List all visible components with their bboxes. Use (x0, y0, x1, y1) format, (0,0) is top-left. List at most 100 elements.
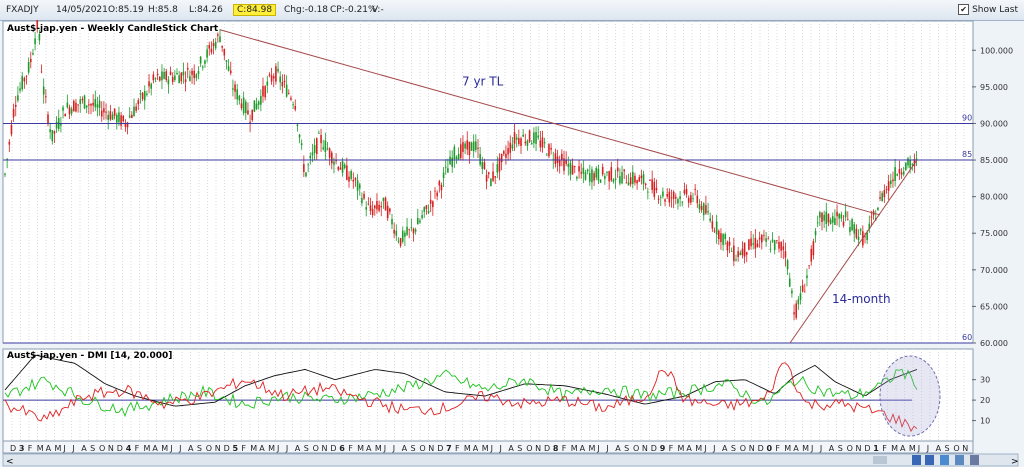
candle-body (470, 142, 473, 151)
candle-body (184, 79, 187, 82)
candle-body (348, 176, 350, 182)
candle-body (352, 179, 355, 182)
candle-body (197, 71, 200, 75)
candle-body (322, 147, 324, 150)
candle-body (14, 104, 17, 107)
scroll-right-icon[interactable]: > (1011, 457, 1019, 467)
candle-body (541, 137, 544, 148)
settings-icon[interactable] (970, 455, 979, 465)
x-tick-label: J (499, 444, 502, 453)
candle-body (107, 114, 109, 121)
x-tick-label: J (712, 444, 715, 453)
candle-body (96, 104, 99, 108)
zoom-out-icon[interactable] (912, 455, 921, 465)
candle-body (339, 167, 342, 170)
candle-body (915, 158, 918, 160)
candle-body (507, 148, 509, 155)
candle-body (831, 216, 834, 223)
x-tick-label: J (810, 444, 813, 453)
candle-body (771, 239, 774, 242)
candle-body (156, 73, 159, 76)
candle-body (593, 173, 595, 181)
candle-body (733, 245, 735, 262)
candle-body (68, 107, 71, 115)
horizontal-line-label: 85 (962, 150, 972, 159)
candle-body (152, 74, 155, 81)
candle-body (361, 197, 363, 204)
candle-body (462, 142, 464, 152)
candle-body (735, 259, 737, 261)
x-tick-label: F (241, 444, 246, 453)
candle-body (582, 167, 585, 174)
candle-body (135, 106, 137, 111)
candle-body (262, 86, 264, 97)
trendline-7yr (219, 29, 881, 216)
x-tick-label: A (295, 444, 301, 453)
candle-body (866, 232, 868, 241)
y-tick-label: 30 (980, 376, 990, 385)
candle-body (223, 48, 226, 56)
scrollbar-thumb[interactable] (873, 456, 887, 464)
candle-body (165, 71, 168, 80)
x-tick-label: O (206, 444, 212, 453)
zoom-controls[interactable] (912, 455, 979, 465)
candle-body (122, 115, 125, 122)
candle-body (902, 171, 905, 175)
candle-body (408, 229, 410, 231)
x-tick-label: A (722, 444, 728, 453)
candle-body (120, 115, 122, 126)
candle-body (739, 252, 742, 256)
candle-body (554, 153, 557, 165)
chart-toolbar: FXADJY 14/05/2021 O:85.19 H:85.8 L:84.26… (0, 0, 1024, 21)
x-tick-label: D (651, 444, 657, 453)
x-tick-label: O (953, 444, 959, 453)
candle-body (535, 131, 537, 144)
fit-icon[interactable] (940, 455, 949, 465)
candle-body (421, 215, 423, 218)
candle-body (649, 179, 651, 181)
candle-body (472, 141, 475, 152)
x-tick-label: N (322, 444, 328, 453)
pan-icon[interactable] (955, 455, 964, 465)
candle-body (21, 76, 23, 90)
show-last-toggle[interactable]: ✔ Show Last (958, 4, 1018, 15)
candle-body (386, 205, 389, 219)
candle-body (720, 233, 722, 243)
annotation-7yr-tl: 7 yr TL (462, 74, 504, 88)
x-tick-label: M (55, 444, 62, 453)
horizontal-scrollbar[interactable] (2, 453, 1019, 467)
candle-body (186, 67, 189, 70)
candle-body (571, 165, 574, 175)
candle-body (410, 227, 413, 228)
candle-body (167, 79, 170, 85)
checkbox-icon[interactable]: ✔ (958, 4, 970, 15)
scroll-left-icon[interactable]: < (6, 457, 14, 467)
candle-body (713, 230, 716, 232)
candle-body (412, 228, 415, 234)
x-tick-label: 6 (339, 444, 345, 453)
candle-body (148, 81, 150, 87)
overlays: 90 85 60 (3, 29, 973, 344)
x-tick-label: A (900, 444, 906, 453)
candle-body (490, 178, 492, 186)
candle-body (692, 198, 694, 200)
candle-body (859, 229, 862, 231)
candle-body (298, 134, 301, 138)
candle-body (393, 229, 395, 234)
annotation-14-month: 14-month (832, 292, 891, 306)
candle-body (823, 214, 825, 221)
zoom-in-icon[interactable] (925, 455, 934, 465)
candle-body (384, 197, 387, 211)
candle-body (131, 114, 133, 118)
horizontal-line-label: 90 (962, 113, 972, 122)
candle-body (391, 219, 393, 225)
candle-body (780, 242, 782, 251)
x-tick-label: D (864, 444, 870, 453)
x-tick-label: A (615, 444, 621, 453)
candle-body (479, 154, 481, 165)
candle-body (816, 222, 819, 224)
candle-body (255, 103, 258, 110)
candle-body (118, 112, 120, 123)
candle-body (487, 172, 490, 175)
candle-body (251, 109, 254, 121)
